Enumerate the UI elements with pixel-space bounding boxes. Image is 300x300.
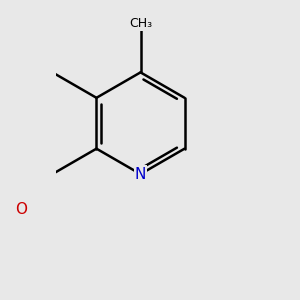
- Text: O: O: [16, 202, 28, 217]
- Text: N: N: [135, 167, 146, 182]
- Text: CH₃: CH₃: [129, 16, 152, 30]
